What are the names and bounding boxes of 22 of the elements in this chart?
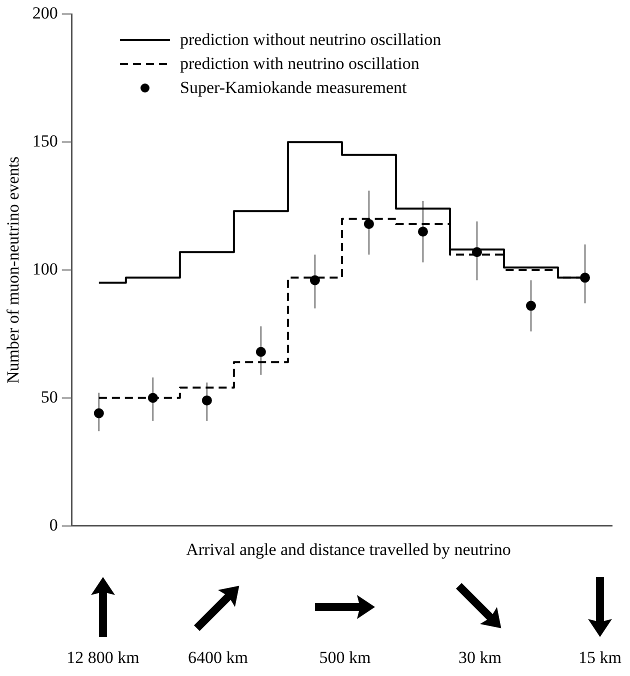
text: 6400 km — [188, 648, 248, 668]
y-tick-label: 0 — [49, 515, 58, 534]
text: 15 km — [578, 648, 622, 668]
y-tick-label: 100 — [32, 259, 58, 278]
y-axis-title: Number of muon-neutrino events — [4, 156, 23, 384]
y-tick-label: 200 — [32, 4, 58, 23]
y-tick-label: 50 — [40, 387, 58, 406]
point — [364, 218, 374, 229]
point — [310, 275, 320, 286]
legend-label: prediction with neutrino oscillation — [180, 53, 420, 75]
point — [256, 346, 266, 357]
text: 30 km — [458, 648, 502, 668]
y-tick-label: 150 — [32, 132, 58, 151]
point — [202, 395, 212, 406]
legend-label: prediction without neutrino oscillation — [180, 29, 442, 51]
legend-label: Super-Kamiokande measurement — [180, 77, 407, 99]
point — [526, 300, 536, 311]
point — [94, 408, 104, 418]
x-axis-title: Arrival angle and distance travelled by neutrino — [185, 540, 512, 560]
point — [418, 226, 428, 237]
text: 500 km — [319, 648, 371, 668]
text: 12 800 km — [66, 648, 140, 668]
